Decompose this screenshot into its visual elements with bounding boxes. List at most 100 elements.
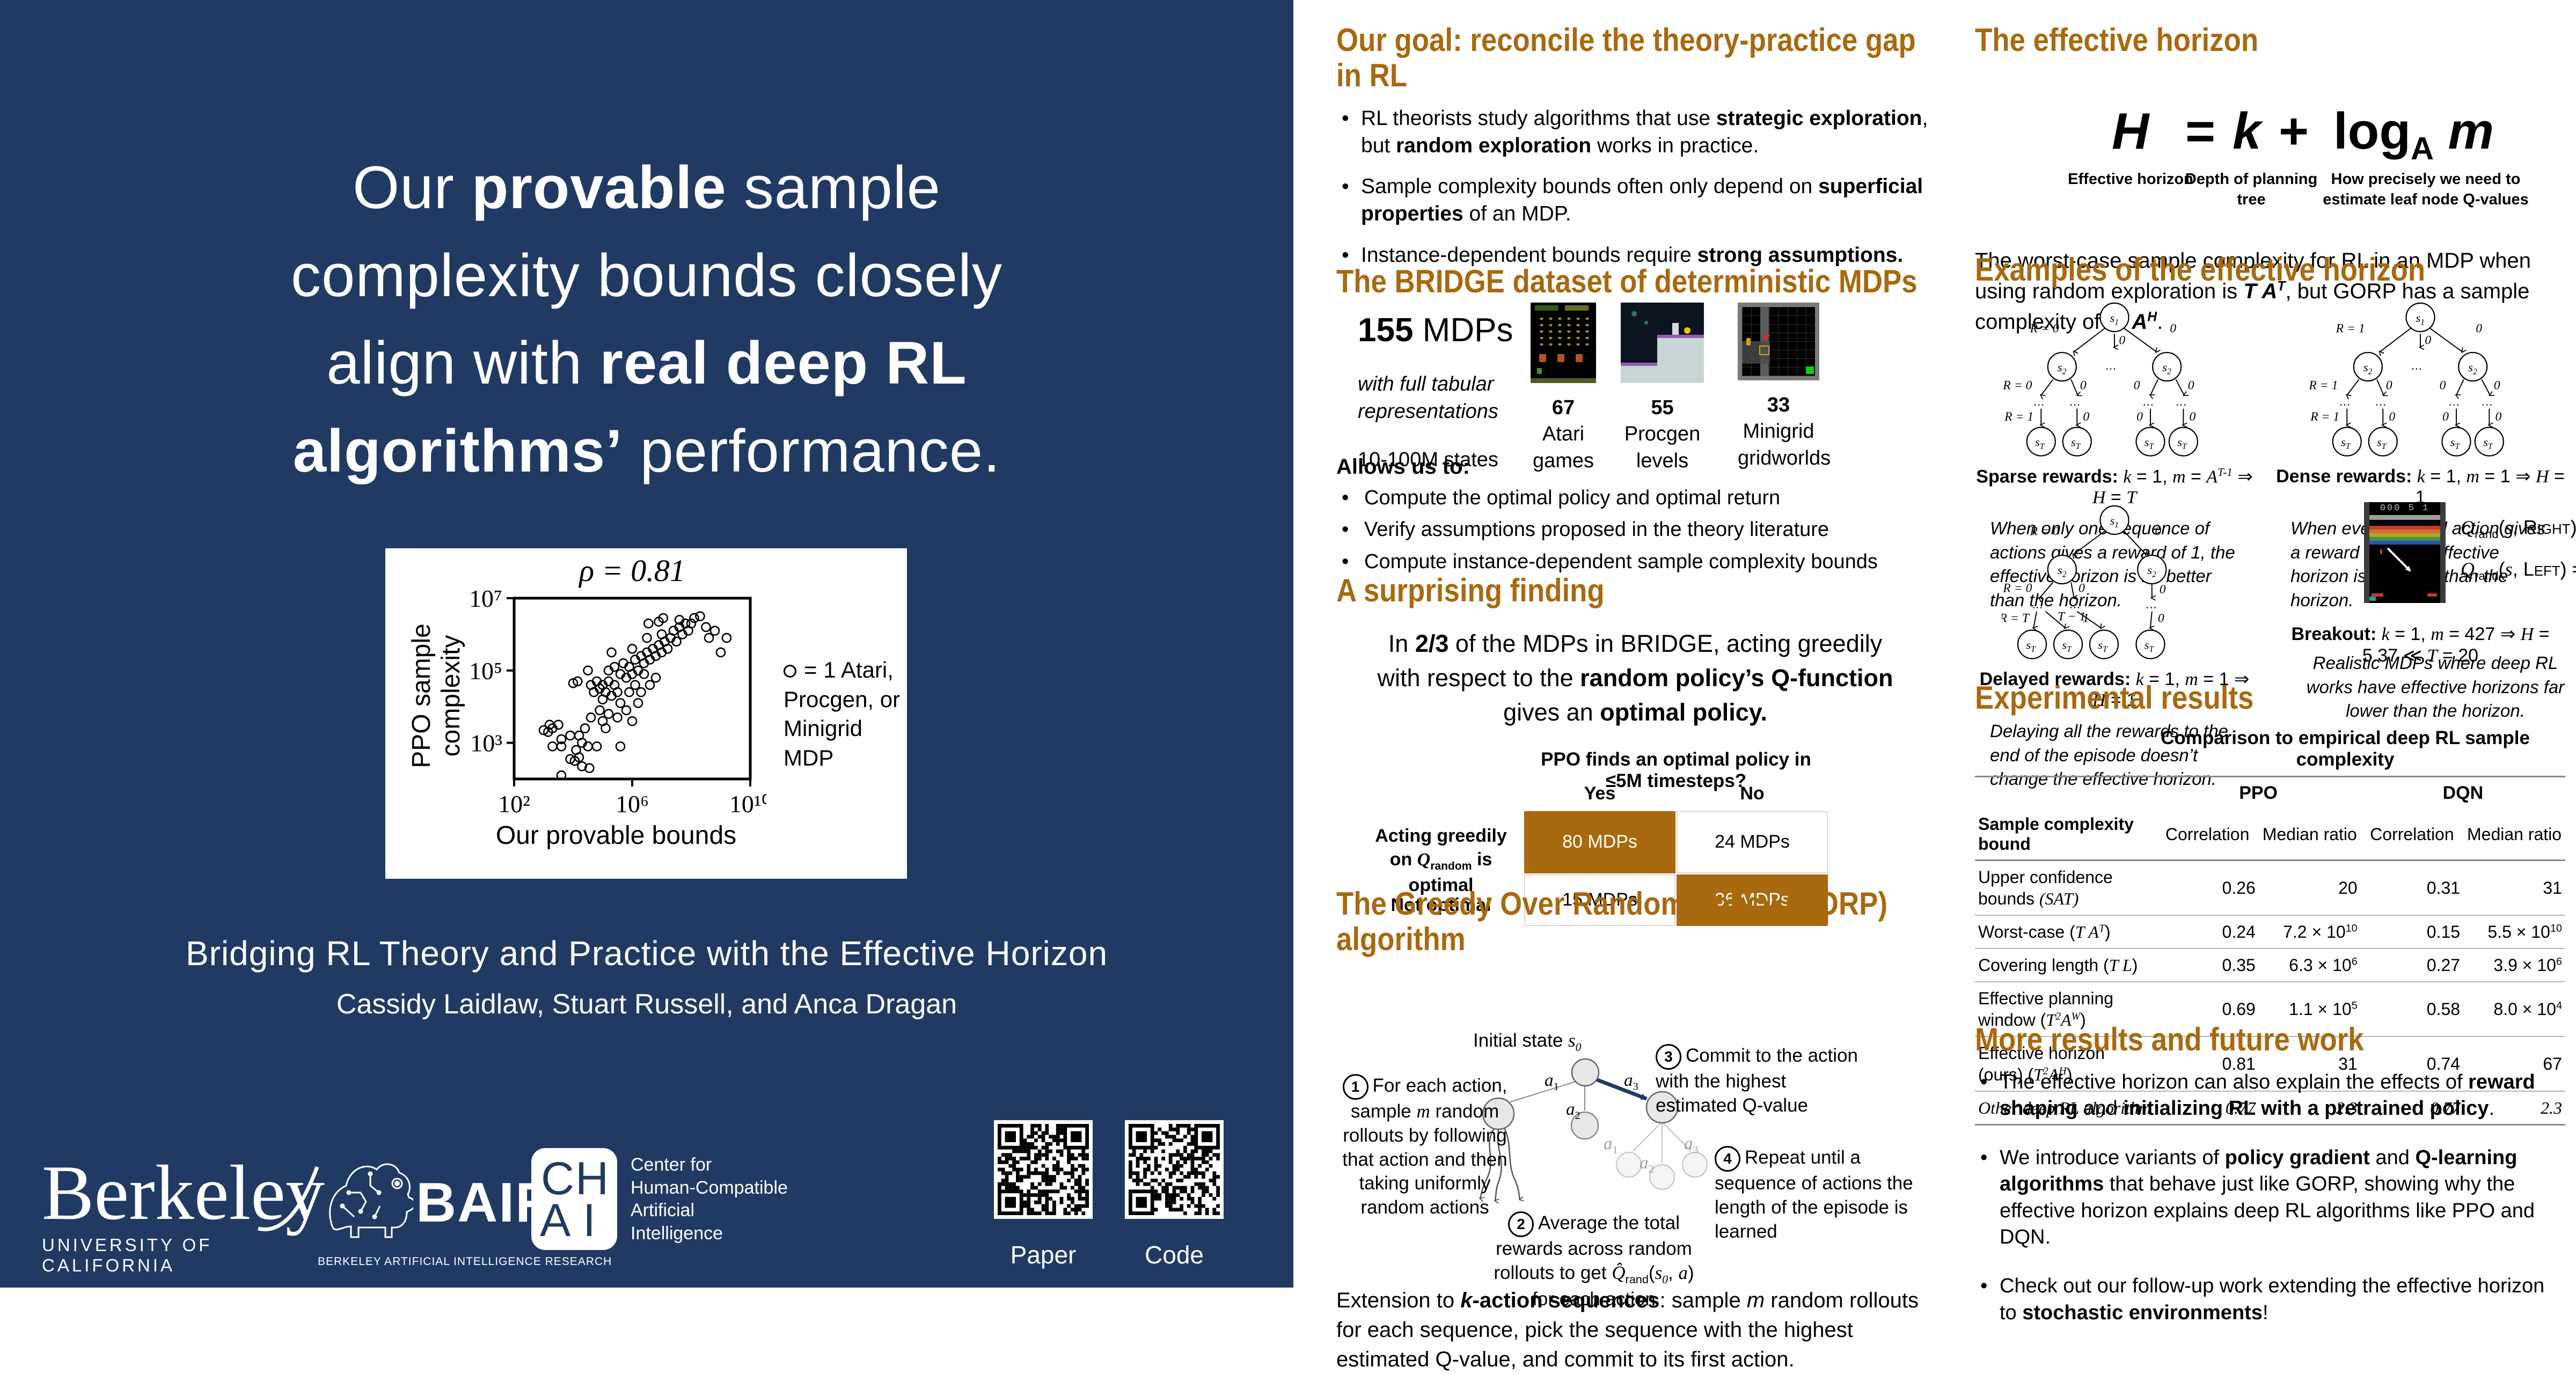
- gorp-tree-svg: [1336, 1058, 1708, 1267]
- delayed-tree-diagram: s1 s2 s2 sT sT sT sT ......... R = 0 0 R…: [2002, 505, 2167, 659]
- atari-screenshot: [1531, 303, 1596, 383]
- results-col-corr-ppo: Correlation: [2156, 809, 2259, 861]
- gorp-action-a3-label: a3: [1624, 1071, 1638, 1093]
- svg-text:s2: s2: [2468, 361, 2477, 377]
- svg-text:T − 1: T − 1: [2058, 609, 2086, 623]
- gorp-heading: The Greedy Over Random Policy (GORP) alg…: [1336, 886, 1887, 957]
- svg-text:sT: sT: [2341, 435, 2351, 451]
- delayed-caption: Delayed rewards: k = 1, m = 1 ⇒ H = 1: [1979, 669, 2250, 710]
- breakout-screenshot: 000 5 1: [2364, 502, 2446, 603]
- delayed-desc: Delaying all the rewards to the end of t…: [1990, 721, 2228, 789]
- formula-label-depth: Depth of planning tree: [2185, 171, 2318, 209]
- section-bridge: The BRIDGE dataset of deterministic MDPs…: [1336, 263, 1934, 576]
- example-breakout: 000 5 1 Qrand(s,: [2275, 502, 2576, 720]
- goal-bullet-1: RL theorists study algorithms that use s…: [1336, 105, 1934, 159]
- bridge-heading: The BRIDGE dataset of deterministic MDPs: [1336, 263, 1918, 299]
- svg-text:R = 1: R = 1: [2308, 378, 2338, 392]
- scatter-chart: 10² 10⁶ 10¹⁰ 10³ 10⁵ 10⁷: [466, 585, 771, 818]
- results-group-dqn: DQN: [2442, 783, 2484, 803]
- qr-label-code: Code: [1145, 1241, 1204, 1269]
- chai-icon: C H A I: [531, 1148, 617, 1250]
- breakout-desc: Realistic MDPs where deep RL works have …: [2306, 653, 2565, 721]
- sparse-tree-diagram: s1 s2 s2 sT sT sT sT ... ...... ...... R…: [2002, 302, 2198, 457]
- finding-row1-label: Acting greedily on Qrandom is optimal: [1375, 825, 1507, 896]
- svg-text:R = 1: R = 1: [2004, 410, 2033, 424]
- svg-text:sT: sT: [2035, 435, 2045, 451]
- svg-text:sT: sT: [2450, 435, 2461, 451]
- svg-text:0: 0: [2386, 378, 2392, 392]
- finding-cell-no-notoptimal: 36 MDPs: [1677, 874, 1828, 926]
- poster: { "colors":{"navy":"#213A63","accent":"#…: [0, 0, 2576, 1288]
- left-panel: Our provable sample complexity bounds cl…: [0, 0, 1293, 1288]
- more-bullet-2: We introduce variants of policy gradient…: [1975, 1145, 2565, 1251]
- gorp-subaction-a1-label: a1: [1604, 1134, 1618, 1156]
- chai-text: Center for Human-Compatible Artificial I…: [631, 1155, 788, 1244]
- examples-row-2: s1 s2 s2 sT sT sT sT ......... R = 0 0 R…: [1975, 502, 2576, 789]
- svg-text:0: 0: [2190, 410, 2196, 424]
- svg-text:0: 0: [2496, 410, 2502, 424]
- svg-text:sT: sT: [2062, 638, 2072, 654]
- results-row-ucb: Upper confidence bounds (SAT) 0.26 20 0.…: [1978, 867, 2562, 908]
- scatter-plot-card: ρ = 0.81 PPO sample complexity 10² 10⁶ 10¹…: [385, 548, 907, 879]
- results-row-planning-window: Effective planning window (T2AW) 0.69 1.…: [1975, 982, 2565, 1036]
- svg-text:0: 0: [2083, 410, 2089, 424]
- formula-k: k: [2233, 102, 2262, 160]
- finding-cell-yes-notoptimal: 15 MDPs: [1524, 874, 1675, 926]
- svg-text:0: 0: [2155, 524, 2161, 538]
- svg-text:sT: sT: [2377, 435, 2387, 451]
- svg-text:...: ...: [2411, 359, 2423, 372]
- svg-text:0: 0: [2158, 611, 2164, 625]
- svg-text:R = 0: R = 0: [2002, 581, 2032, 595]
- berkeley-subtitle: UNIVERSITY OF CALIFORNIA: [42, 1235, 213, 1275]
- svg-text:0: 0: [2170, 321, 2176, 335]
- goal-bullet-3: Instance-dependent bounds require strong…: [1336, 242, 1934, 269]
- circled-3-icon: 3: [1656, 1044, 1681, 1070]
- allows-bullet-3: Compute instance-dependent sample comple…: [1336, 549, 1878, 576]
- svg-text:10⁷: 10⁷: [469, 590, 502, 612]
- more-bullets: The effective horizon can also explain t…: [1975, 1069, 2565, 1326]
- svg-text:R = 1: R = 1: [2336, 321, 2365, 335]
- svg-text:s2: s2: [2363, 361, 2373, 377]
- finding-cell-no-optimal: 24 MDPs: [1677, 811, 1828, 873]
- bridge-stats: 155 MDPs with full tabular representatio…: [1358, 311, 1529, 472]
- svg-text:0: 0: [2080, 378, 2087, 392]
- gorp-subaction-a2-label: a2: [1640, 1153, 1654, 1175]
- gorp-step-1: 1 For each action, sample m random rollou…: [1342, 1074, 1507, 1218]
- svg-text:10¹⁰: 10¹⁰: [729, 790, 766, 815]
- finding-statement: In 2/3 of the MDPs in BRIDGE, acting gre…: [1377, 630, 1893, 726]
- headline-line-1: Our provable sample: [353, 154, 941, 221]
- svg-text:0: 0: [2494, 378, 2500, 392]
- svg-text:s1: s1: [2110, 311, 2119, 327]
- horizon-paragraph: The worst-case sample complexity for RL …: [1975, 249, 2531, 334]
- minigrid-caption: 33 Minigrid gridworlds: [1738, 394, 1831, 469]
- formula-plus: +: [2279, 102, 2309, 160]
- breakout-qvalue-left: Qrand(s, LEFT) = 1.07: [2461, 558, 2576, 583]
- sparse-caption: Sparse rewards: k = 1, m = AT-1 ⇒ H = T: [1976, 466, 2253, 508]
- svg-text:...: ...: [2143, 395, 2154, 408]
- gorp-action-a2-label: a2: [1566, 1100, 1580, 1122]
- svg-text:sT: sT: [2483, 435, 2493, 451]
- svg-text:0: 0: [2136, 410, 2143, 424]
- formula-H: H: [2112, 102, 2149, 160]
- gorp-action-a1-label: a1: [1545, 1071, 1559, 1093]
- circled-4-icon: 4: [1715, 1146, 1740, 1172]
- svg-text:1: 1: [2083, 611, 2089, 625]
- breakout-score: 000 5 1: [2380, 503, 2430, 513]
- dense-caption: Dense rewards: k = 1, m = 1 ⇒ H = 1: [2276, 466, 2565, 508]
- circled-1-icon: 1: [1342, 1074, 1368, 1100]
- poster-authors: Cassidy Laidlaw, Stuart Russell, and Anc…: [336, 989, 957, 1020]
- svg-text:s1: s1: [2416, 311, 2425, 327]
- examples-row-1: s1 s2 s2 sT sT sT sT ... ...... ...... R…: [1975, 299, 2565, 610]
- results-col-ratio-ppo: Median ratio: [2258, 809, 2361, 861]
- svg-text:...: ...: [2146, 598, 2157, 611]
- finding-row2-label: Not optimal: [1391, 894, 1491, 915]
- finding-col-no: No: [1740, 783, 1765, 804]
- allows-bullet-2: Verify assumptions proposed in the theor…: [1336, 517, 1878, 543]
- gorp-subaction-a3-label: a3: [1684, 1134, 1699, 1156]
- formula-label-precision: How precisely we need to estimate leaf n…: [2323, 171, 2529, 209]
- allows-bullets: Compute the optimal policy and optimal r…: [1336, 485, 1878, 580]
- legend-circle-marker-icon: [784, 665, 796, 678]
- formula-label-effective-horizon: Effective horizon: [2068, 171, 2193, 188]
- atari-thumbnail: 67 Atari games: [1531, 303, 1596, 474]
- gorp-step-4: 4 Repeat until a sequence of actions the …: [1715, 1146, 1913, 1242]
